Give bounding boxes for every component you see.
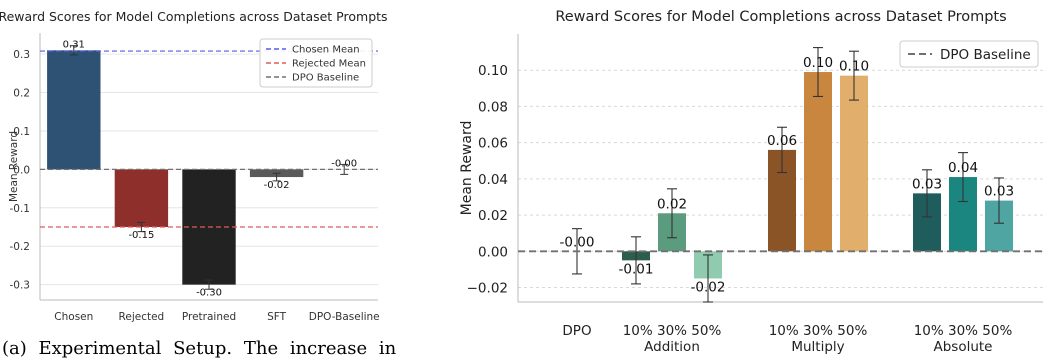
chart-left-xtick-label: Rejected (119, 311, 165, 323)
chart-right-value-label: -0.00 (560, 234, 595, 250)
chart-right-legend-label: DPO Baseline (940, 47, 1031, 63)
chart-left-legend-label: Chosen Mean (292, 45, 360, 56)
chart-right-ytick-label: 0.02 (478, 208, 508, 224)
chart-left-ylabel: Mean Reward (8, 131, 20, 202)
chart-left-value-label: -0.15 (128, 230, 154, 241)
chart-right-ytick-label: 0.04 (478, 172, 508, 188)
chart-right-group-label: Multiply (791, 339, 844, 355)
chart-left-xtick-label: Chosen (54, 311, 93, 323)
chart-left-value-label: -0.00 (331, 158, 357, 169)
chart-right-value-label: -0.01 (619, 261, 654, 277)
figure-caption: (a) Experimental Setup. The increase in (2, 338, 397, 359)
chart-left-legend-label: Rejected Mean (292, 59, 366, 70)
chart-right-group-label: Addition (644, 339, 700, 355)
chart-right-ytick-label: −0.02 (467, 281, 508, 297)
chart-left-title: Reward Scores for Model Completions acro… (0, 9, 388, 24)
chart-right-value-label: 0.02 (657, 196, 687, 212)
chart-right-legend (899, 40, 1039, 68)
chart-left-ytick-label: -0.1 (10, 203, 31, 215)
chart-right-value-label: 0.03 (984, 184, 1014, 200)
chart-right-value-label: 0.03 (912, 176, 942, 192)
chart-right-xtick-label: 10% 30% 50% (623, 323, 722, 339)
chart-left-value-label: 0.31 (63, 39, 85, 50)
chart-left-bar (47, 50, 101, 170)
chart-left-legend-label: DPO Baseline (292, 73, 359, 84)
chart-left-ytick-label: 0.1 (13, 126, 30, 138)
chart-right-value-label: 0.10 (803, 55, 833, 71)
chart-left-xtick-label: Pretrained (182, 311, 236, 323)
chart-left-ytick-label: 0.3 (13, 49, 30, 61)
chart-right-ytick-label: 0.06 (478, 136, 508, 152)
chart-right-bar (840, 75, 868, 252)
chart-left-value-label: -0.30 (196, 288, 222, 299)
chart-right-bar (804, 72, 832, 252)
chart-right: Reward Scores for Model Completions acro… (459, 9, 1043, 355)
chart-left: Reward Scores for Model Completions acro… (0, 9, 388, 323)
chart-right-ylabel: Mean Reward (459, 121, 475, 216)
chart-right-value-label: 0.04 (948, 160, 978, 176)
chart-right-value-label: 0.10 (839, 59, 869, 75)
chart-right-title: Reward Scores for Model Completions acro… (555, 9, 1006, 25)
chart-left-ytick-label: -0.3 (10, 280, 31, 292)
chart-right-ytick-label: 0.10 (478, 63, 508, 79)
chart-right-group-label: Absolute (933, 339, 992, 355)
chart-left-legend (259, 38, 373, 88)
chart-left-xtick-label: DPO-Baseline (309, 311, 380, 323)
chart-right-ytick-label: 0.00 (478, 244, 508, 260)
chart-left-ytick-label: 0.2 (13, 88, 30, 100)
chart-left-xtick-label: SFT (267, 311, 287, 323)
chart-left-ytick-label: -0.2 (10, 241, 31, 253)
chart-left-ytick-label: 0.0 (13, 164, 30, 176)
chart-left-bar (114, 169, 169, 228)
chart-right-xtick-label: 10% 30% 50% (914, 323, 1013, 339)
chart-right-xtick-label: 10% 30% 50% (769, 323, 868, 339)
chart-right-value-label: 0.06 (767, 133, 797, 149)
chart-right-xtick-label: DPO (562, 323, 591, 339)
chart-right-ytick-label: 0.08 (478, 99, 508, 115)
chart-left-value-label: -0.02 (264, 180, 290, 191)
chart-right-value-label: -0.02 (691, 279, 726, 295)
